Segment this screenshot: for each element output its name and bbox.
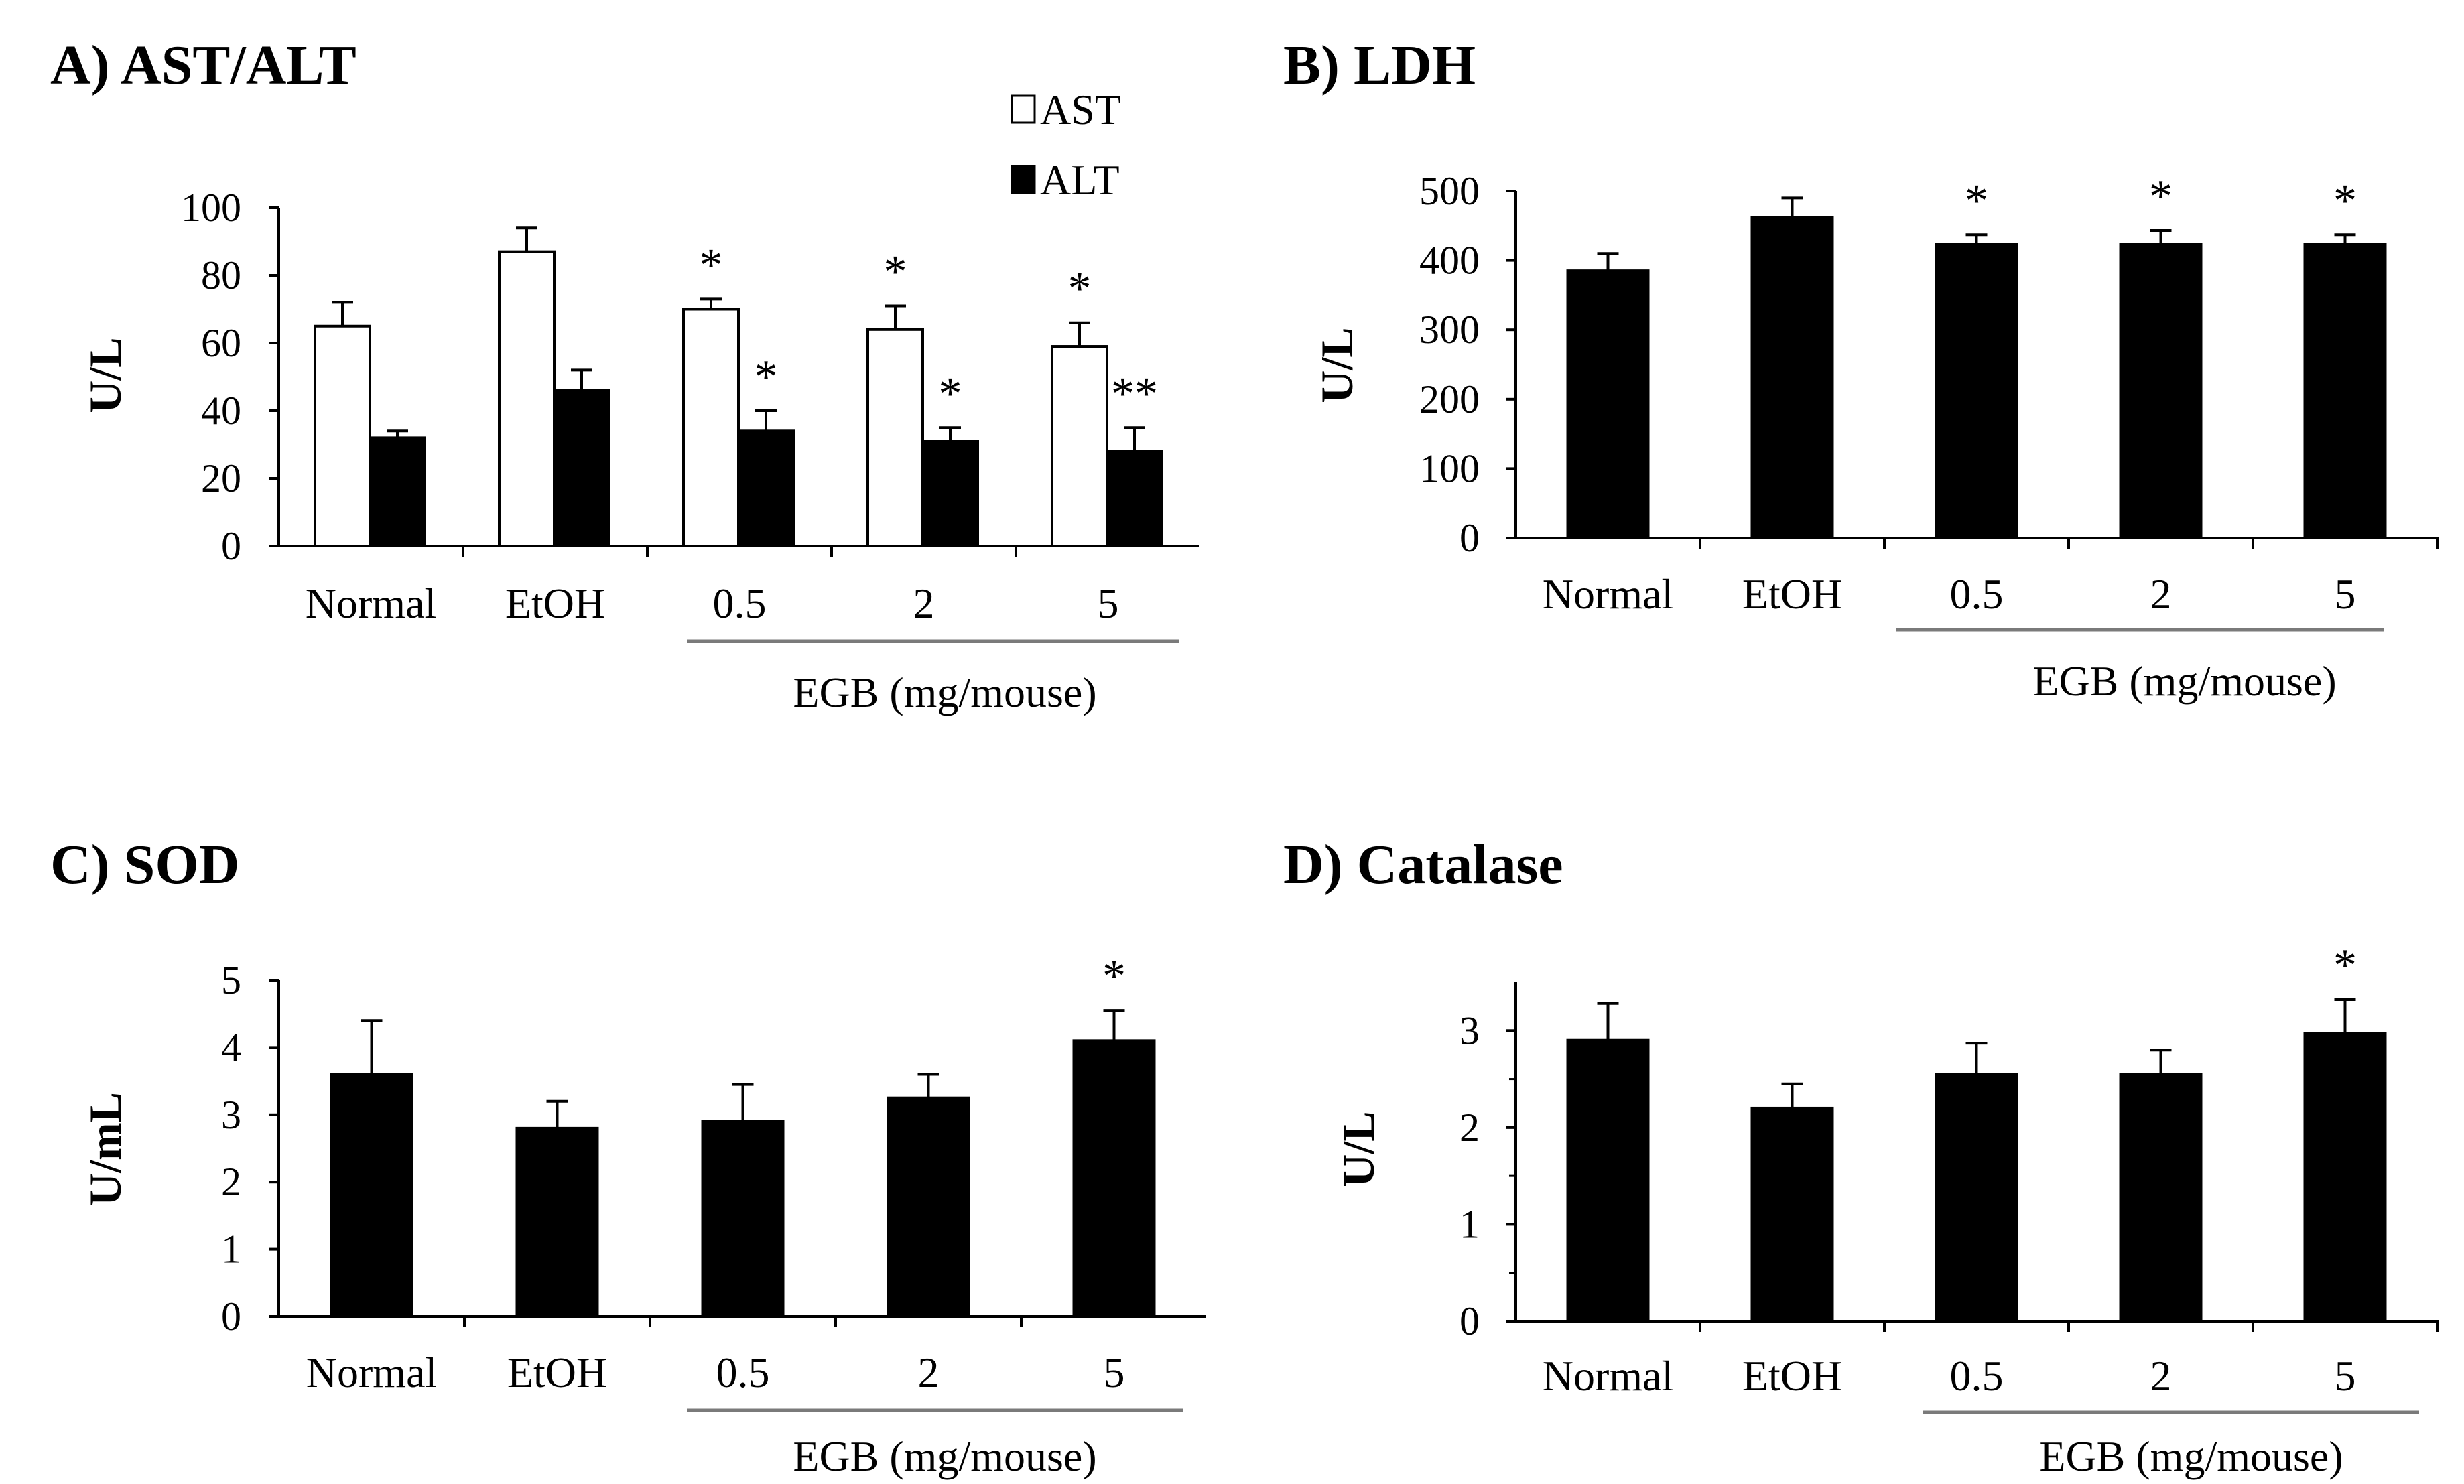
panel-title: A) AST/ALT <box>50 34 356 96</box>
y-axis-label: U/mL <box>80 1092 131 1206</box>
legend-label-ast: AST <box>1040 86 1121 133</box>
significance-marker: * <box>1965 175 1988 226</box>
bar-alt-1 <box>553 389 610 548</box>
significance-marker: ** <box>1111 368 1158 419</box>
bar-catalase-4 <box>2303 1032 2387 1323</box>
y-axis-label: U/L <box>1311 327 1362 403</box>
bar-ast-3 <box>866 328 924 547</box>
bar-alt-4 <box>1106 450 1163 547</box>
category-label: 2 <box>918 1349 939 1396</box>
bar-catalase-2 <box>1935 1073 2018 1323</box>
category-label: 5 <box>2335 570 2356 618</box>
y-tick-label: 3 <box>1460 1008 1480 1053</box>
bar-ldh-0 <box>1566 269 1650 539</box>
bar-ast-0 <box>314 324 371 547</box>
y-tick-label: 40 <box>201 389 241 433</box>
bar-ast-1 <box>498 250 556 547</box>
bar-alt-2 <box>737 429 795 547</box>
significance-marker: * <box>2333 175 2357 226</box>
bar-alt-0 <box>369 436 426 548</box>
y-tick-label: 2 <box>1460 1105 1480 1150</box>
category-label: 2 <box>2150 1352 2172 1400</box>
y-tick-label: 60 <box>201 321 241 365</box>
category-label: EtOH <box>505 580 605 627</box>
category-label: EtOH <box>1742 570 1842 618</box>
category-label: 5 <box>1104 1349 1125 1396</box>
category-label: 0.5 <box>1950 1352 2004 1400</box>
y-tick-label: 0 <box>1460 1299 1480 1343</box>
bar-sod-4 <box>1072 1039 1156 1318</box>
panel-catalase: D) Catalase U/L 0 1 2 3 Normal EtOH 0.5 2 * 5 EGB (m… <box>1283 833 2439 1480</box>
category-label: Normal <box>306 580 437 627</box>
bar-ldh-4 <box>2303 243 2387 539</box>
category-label: Normal <box>306 1349 438 1396</box>
panel-title: C) SOD <box>50 833 239 896</box>
panel-ldh: B) LDH U/L 0 100 200 300 400 500 Normal EtOH * 0.5 *… <box>1283 34 2439 705</box>
bar-sod-2 <box>701 1120 785 1318</box>
y-tick-label: 300 <box>1419 308 1480 352</box>
y-tick-label: 5 <box>221 958 241 1002</box>
category-label: EtOH <box>1742 1352 1842 1400</box>
y-tick-label: 0 <box>221 524 241 568</box>
y-tick-label: 1 <box>221 1227 241 1272</box>
panel-title: B) LDH <box>1283 34 1476 96</box>
y-tick-label: 2 <box>221 1160 241 1204</box>
bar-sod-3 <box>887 1096 970 1318</box>
category-label: 0.5 <box>713 580 767 627</box>
significance-marker: * <box>884 246 907 297</box>
category-label: 5 <box>1098 580 1119 627</box>
legend-label-alt: ALT <box>1040 156 1120 204</box>
bar-ldh-1 <box>1750 216 1834 539</box>
panel-title: D) Catalase <box>1283 833 1563 896</box>
significance-marker: * <box>1102 951 1126 1002</box>
category-label: 2 <box>2150 570 2172 618</box>
legend-swatch-ast <box>1011 94 1036 124</box>
bar-sod-1 <box>515 1126 599 1318</box>
bar-catalase-0 <box>1566 1038 1650 1323</box>
y-tick-label: 4 <box>221 1025 241 1069</box>
y-tick-label: 100 <box>181 186 241 230</box>
category-label: 2 <box>913 580 935 627</box>
category-label: Normal <box>1543 1352 1674 1400</box>
group-label: EGB (mg/mouse) <box>793 669 1096 716</box>
bar-ldh-3 <box>2119 243 2203 539</box>
bar-alt-3 <box>921 440 979 548</box>
group-label: EGB (mg/mouse) <box>2039 1432 2343 1480</box>
y-tick-label: 100 <box>1419 446 1480 490</box>
category-label: EtOH <box>507 1349 607 1396</box>
category-label: 0.5 <box>716 1349 770 1396</box>
category-label: 5 <box>2335 1352 2356 1400</box>
bar-ast-4 <box>1051 345 1108 547</box>
bar-catalase-1 <box>1750 1106 1834 1323</box>
y-tick-label: 200 <box>1419 377 1480 421</box>
significance-marker: * <box>939 368 962 419</box>
bar-ldh-2 <box>1935 243 2018 539</box>
y-tick-label: 0 <box>1460 516 1480 560</box>
category-label: Normal <box>1543 570 1674 618</box>
y-tick-label: 500 <box>1419 169 1480 213</box>
y-tick-label: 1 <box>1460 1202 1480 1246</box>
y-tick-label: 3 <box>221 1093 241 1137</box>
significance-marker: * <box>2333 940 2357 992</box>
y-tick-label: 0 <box>221 1294 241 1339</box>
group-label: EGB (mg/mouse) <box>793 1432 1096 1480</box>
y-tick-label: 20 <box>201 456 241 500</box>
significance-marker: * <box>755 351 778 403</box>
y-tick-label: 80 <box>201 253 241 297</box>
legend-swatch-alt <box>1011 165 1036 194</box>
significance-marker: * <box>2149 171 2173 222</box>
y-axis-label: U/L <box>1333 1111 1384 1187</box>
bar-sod-0 <box>330 1073 413 1319</box>
bar-catalase-3 <box>2119 1073 2203 1323</box>
group-label: EGB (mg/mouse) <box>2032 657 2336 705</box>
bar-ast-2 <box>682 308 740 547</box>
y-axis-label: U/L <box>80 337 131 413</box>
significance-marker: * <box>700 239 723 291</box>
category-label: 0.5 <box>1950 570 2004 618</box>
significance-marker: * <box>1068 263 1092 315</box>
y-tick-label: 400 <box>1419 239 1480 283</box>
